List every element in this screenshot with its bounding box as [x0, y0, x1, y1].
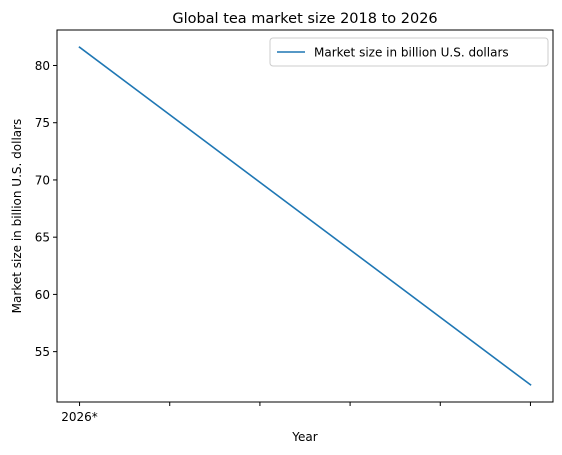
y-tick-label: 70 [35, 173, 50, 187]
y-axis-label: Market size in billion U.S. dollars [10, 119, 24, 314]
y-tick-label: 55 [35, 345, 50, 359]
legend-label: Market size in billion U.S. dollars [314, 46, 509, 60]
series-line [80, 47, 531, 385]
y-tick-label: 75 [35, 116, 50, 130]
chart-title: Global tea market size 2018 to 2026 [172, 11, 437, 27]
plot-area [80, 47, 531, 385]
x-tick-label: 2026* [61, 410, 98, 424]
x-axis-label: Year [291, 430, 317, 444]
y-tick-label: 65 [35, 231, 50, 245]
y-tick-label: 80 [35, 59, 50, 73]
x-axis: 2026* [61, 402, 530, 424]
y-axis: 55 60 65 70 75 80 [35, 59, 57, 359]
y-tick-label: 60 [35, 288, 50, 302]
legend: Market size in billion U.S. dollars [270, 38, 548, 66]
